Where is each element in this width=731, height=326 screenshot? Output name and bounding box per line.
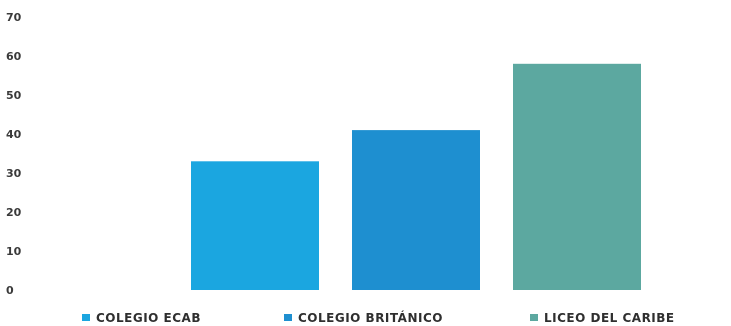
bar [352, 130, 480, 290]
legend-item: COLEGIO BRITÁNICO [284, 310, 443, 325]
y-tick-label: 70 [6, 11, 22, 24]
legend-item: COLEGIO ECAB [82, 311, 201, 325]
y-tick-label: 40 [6, 128, 22, 141]
legend-label: COLEGIO ECAB [96, 311, 201, 325]
legend: COLEGIO ECAB COLEGIO BRITÁNICO LICEO DEL C… [82, 310, 675, 325]
legend-swatch [284, 314, 292, 321]
legend-label: COLEGIO BRITÁNICO [298, 310, 443, 325]
legend-label: LICEO DEL CARIBE [544, 311, 675, 325]
bars [191, 63, 641, 290]
y-axis: 0 10 20 30 40 50 60 70 [6, 11, 22, 297]
bar [191, 161, 319, 290]
y-tick-label: 50 [6, 89, 22, 102]
y-tick-label: 0 [6, 284, 14, 297]
bar [513, 63, 641, 290]
legend-swatch [530, 314, 538, 321]
y-tick-label: 10 [6, 245, 22, 258]
y-tick-label: 60 [6, 50, 22, 63]
y-tick-label: 30 [6, 167, 22, 180]
y-tick-label: 20 [6, 206, 22, 219]
legend-swatch [82, 314, 90, 321]
legend-item: LICEO DEL CARIBE [530, 311, 675, 325]
